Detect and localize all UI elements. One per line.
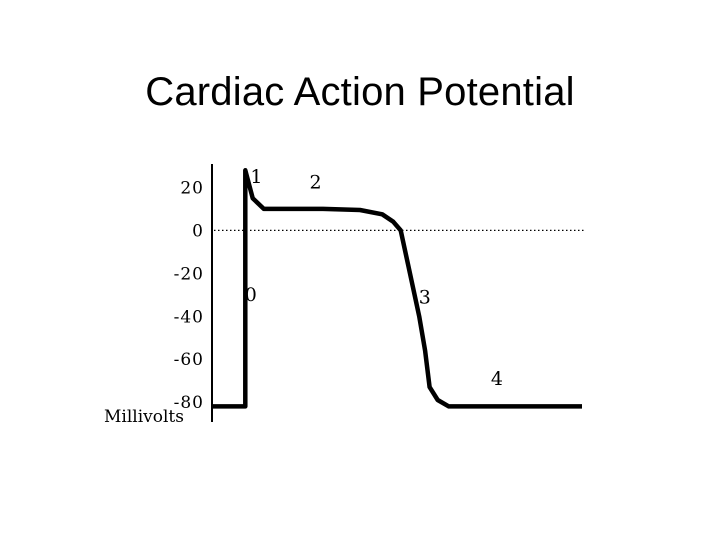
phase-label: 2 xyxy=(310,172,322,194)
y-tick-label: 20 xyxy=(180,178,204,198)
y-tick-label: -40 xyxy=(174,307,204,327)
y-axis-label: Millivolts xyxy=(104,407,184,427)
phase-labels: 1 2 0 3 4 xyxy=(245,166,503,390)
action-potential-line xyxy=(211,168,582,409)
y-tick-labels: 20 0 -20 -40 -60 -80 xyxy=(174,178,204,413)
phase-label: 4 xyxy=(491,368,503,390)
y-tick-label: -20 xyxy=(174,264,204,284)
y-tick-label: -60 xyxy=(174,350,204,370)
phase-label: 3 xyxy=(419,286,431,308)
series-group xyxy=(211,168,582,409)
y-tick-label: 0 xyxy=(192,221,204,241)
phase-label: 0 xyxy=(245,284,257,306)
y-tick-label: -80 xyxy=(174,393,204,413)
phase-label: 1 xyxy=(250,166,262,188)
slide-title: Cardiac Action Potential xyxy=(145,70,575,114)
